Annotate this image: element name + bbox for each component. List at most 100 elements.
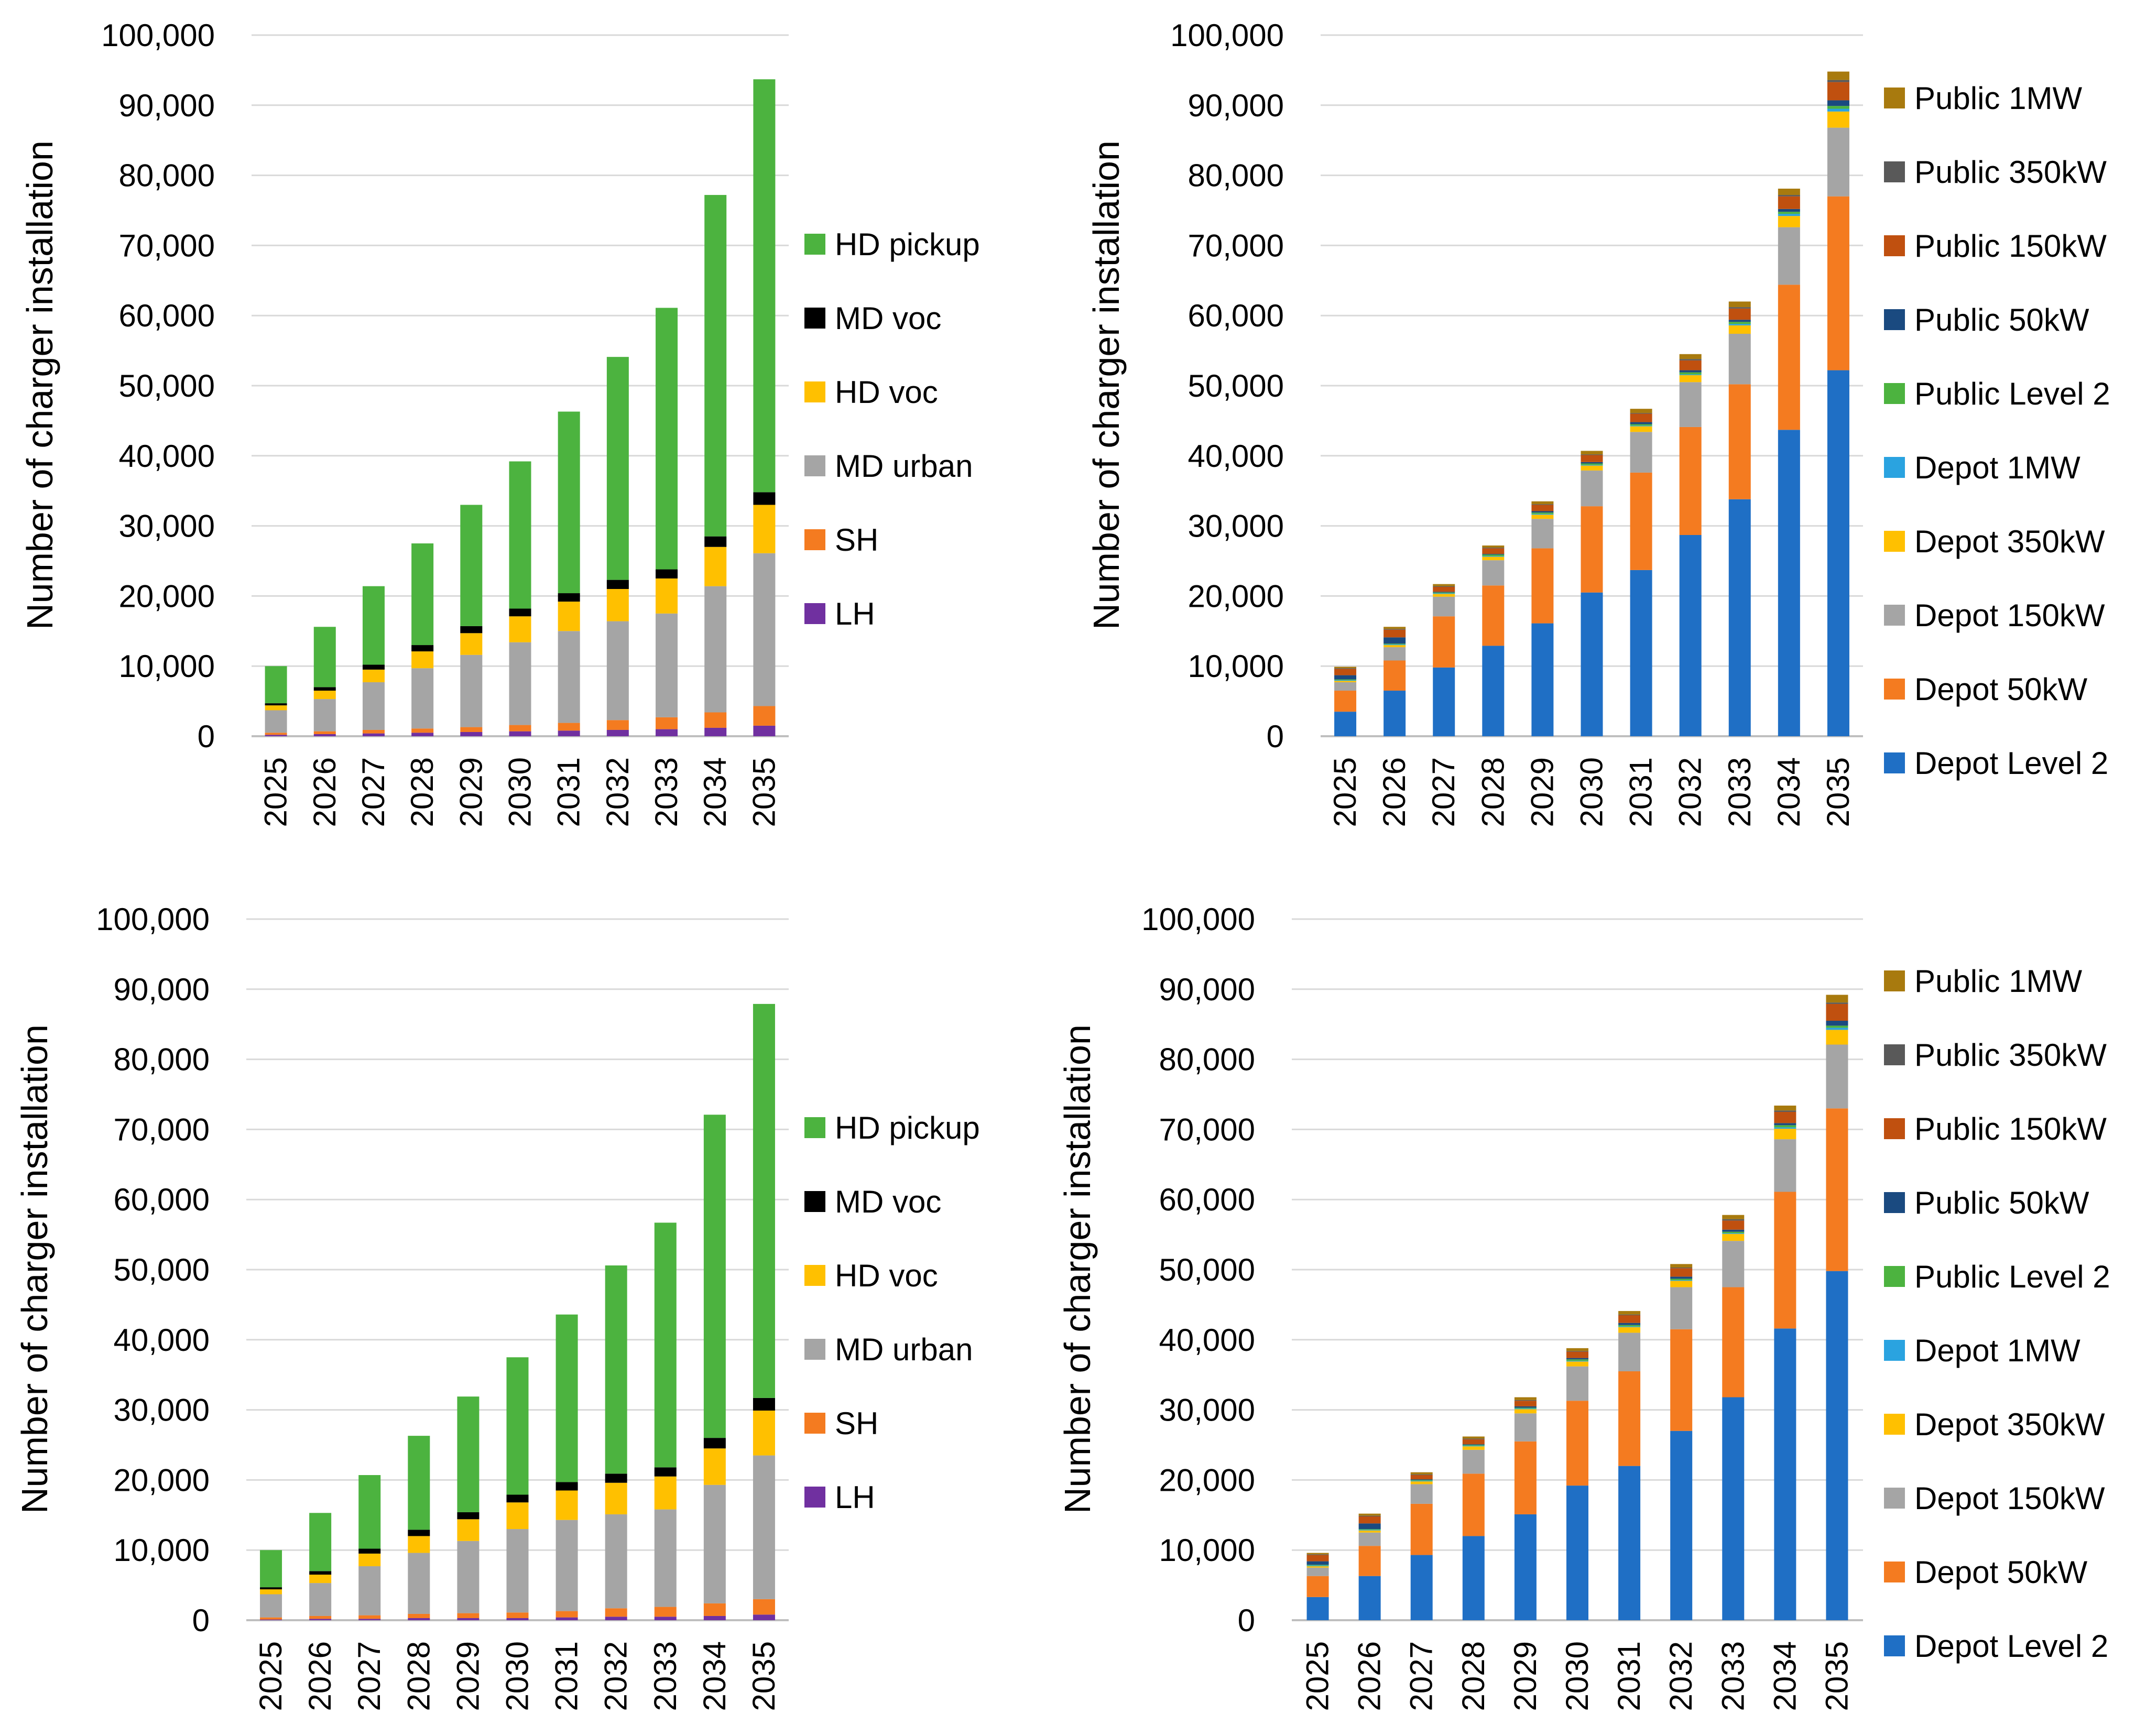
bar-segment-public-150kw <box>1778 196 1800 209</box>
bar-segment-depot-350kw <box>1334 681 1357 682</box>
legend-label: Public 350kW <box>1914 1038 2107 1073</box>
bar-segment-depot-level-2 <box>1630 570 1652 736</box>
bar-segment-public-350kw <box>1462 1438 1485 1439</box>
bar-segment-lh <box>656 729 678 736</box>
bar-segment-md-urban <box>362 682 385 730</box>
y-tick-label: 80,000 <box>118 158 215 193</box>
bar-segment-md-voc <box>704 536 727 547</box>
x-tick-label: 2027 <box>356 757 391 827</box>
bar-segment-depot-150kw <box>1826 1044 1848 1109</box>
y-tick-label: 30,000 <box>1188 509 1284 544</box>
bar-segment-hd-pickup <box>506 1357 529 1495</box>
legend-swatch <box>1884 383 1905 404</box>
bar-segment-hd-voc <box>509 616 531 642</box>
bar-segment-lh <box>555 1617 578 1620</box>
y-tick-label: 70,000 <box>1188 228 1284 263</box>
bar-segment-public-350kw <box>1722 1219 1745 1221</box>
bar-segment-lh <box>460 731 483 736</box>
bar-segment-public-level-2 <box>1514 1407 1537 1409</box>
bar-segment-md-urban <box>555 1520 578 1611</box>
legend-item-md-voc: MD voc <box>804 301 941 336</box>
x-tick-label: 2026 <box>1352 1641 1387 1711</box>
bar-segment-lh <box>605 1617 627 1620</box>
bar-segment-public-level-2 <box>1826 1025 1848 1028</box>
bar-segment-md-urban <box>358 1566 381 1615</box>
bar-segment-public-150kw <box>1384 629 1406 638</box>
bar-segment-depot-level-2 <box>1774 1328 1796 1620</box>
legend-label: SH <box>835 522 878 558</box>
bar-segment-depot-level-2 <box>1482 646 1505 736</box>
bar-segment-hd-pickup <box>362 586 385 665</box>
bar-segment-public-1mw <box>1618 1311 1641 1315</box>
chart-2: 0 10,000 20,000 30,000 40,000 50,000 60,000 70,… <box>1086 18 2110 827</box>
legend-swatch <box>804 529 825 550</box>
bar-segment-depot-50kw <box>1514 1441 1537 1514</box>
bar-segment-sh <box>313 731 336 734</box>
legend-label: Public 150kW <box>1914 228 2107 264</box>
y-tick-label: 50,000 <box>1188 368 1284 403</box>
bar-segment-depot-50kw <box>1306 1576 1329 1597</box>
y-tick-label: 100,000 <box>1170 18 1284 53</box>
bar-segment-public-50kw <box>1778 209 1800 212</box>
bar-segment-public-1mw <box>1514 1397 1537 1400</box>
bar-segment-public-150kw <box>1410 1475 1433 1480</box>
x-tick-label: 2031 <box>549 1641 584 1711</box>
legend-item-depot-50kw: Depot 50kW <box>1884 672 2088 707</box>
bar-segment-depot-50kw <box>1462 1473 1485 1536</box>
x-tick-label: 2032 <box>1663 1641 1698 1711</box>
y-tick-label: 30,000 <box>1159 1393 1255 1428</box>
y-axis-label: Number of charger installation <box>19 140 60 630</box>
bar-segment-depot-150kw <box>1358 1532 1381 1546</box>
legend-item-depot-50kw: Depot 50kW <box>1884 1555 2088 1590</box>
bar-segment-depot-level-2 <box>1334 712 1357 736</box>
bar-segment-hd-voc <box>753 505 776 553</box>
bar-segment-lh <box>753 1614 775 1620</box>
bar-segment-md-voc <box>309 1571 332 1575</box>
bar-segment-lh <box>265 735 287 736</box>
bar-segment-public-level-2 <box>1679 372 1702 375</box>
bar-segment-lh <box>703 1615 726 1620</box>
bar-segment-md-voc <box>358 1548 381 1554</box>
bar-segment-public-1mw <box>1482 545 1505 548</box>
bar-segment-public-level-2 <box>1482 554 1505 556</box>
x-tick-label: 2025 <box>253 1641 288 1711</box>
bar-segment-md-voc <box>753 492 776 505</box>
bar-segment-depot-level-2 <box>1306 1597 1329 1620</box>
bar-segment-hd-pickup <box>656 308 678 570</box>
bar-segment-public-50kw <box>1566 1358 1588 1360</box>
bar-segment-public-50kw <box>1679 370 1702 373</box>
bar-segment-public-150kw <box>1774 1111 1796 1123</box>
bar-segment-hd-pickup <box>555 1314 578 1482</box>
bar-segment-depot-150kw <box>1334 682 1357 691</box>
bar-segment-depot-1mw <box>1774 1127 1796 1129</box>
bar-segment-public-level-2 <box>1827 106 1849 109</box>
bar-segment-depot-350kw <box>1566 1361 1588 1367</box>
y-tick-label: 40,000 <box>1159 1323 1255 1358</box>
bar-segment-public-150kw <box>1566 1351 1588 1358</box>
legend-label: Depot 50kW <box>1914 672 2088 707</box>
legend-label: Depot 1MW <box>1914 1333 2080 1368</box>
x-tick-label: 2025 <box>1300 1641 1335 1711</box>
bar-segment-depot-350kw <box>1462 1446 1485 1450</box>
legend-item-sh: SH <box>804 522 878 558</box>
x-tick-label: 2030 <box>1574 757 1609 827</box>
y-tick-label: 0 <box>1267 719 1284 754</box>
bar-segment-sh <box>606 720 629 730</box>
bar-segment-hd-pickup <box>606 357 629 580</box>
bar-segment-hd-voc <box>309 1575 332 1584</box>
bar-segment-hd-pickup <box>313 627 336 687</box>
bar-segment-public-150kw <box>1482 548 1505 554</box>
legend-item-depot-1mw: Depot 1MW <box>1884 450 2080 485</box>
bar-segment-sh <box>265 733 287 735</box>
legend-label: HD voc <box>835 1258 938 1293</box>
bar-segment-hd-voc <box>265 705 287 711</box>
bar-segment-md-urban <box>753 1455 775 1599</box>
x-tick-label: 2034 <box>698 757 733 827</box>
bar-segment-sh <box>753 1599 775 1615</box>
x-tick-label: 2033 <box>649 757 684 827</box>
legend-item-public-350kw: Public 350kW <box>1884 1038 2107 1073</box>
y-tick-label: 60,000 <box>118 298 215 333</box>
legend-swatch <box>1884 1192 1905 1213</box>
bar-segment-public-level-2 <box>1581 463 1603 465</box>
legend-swatch <box>1884 531 1905 552</box>
